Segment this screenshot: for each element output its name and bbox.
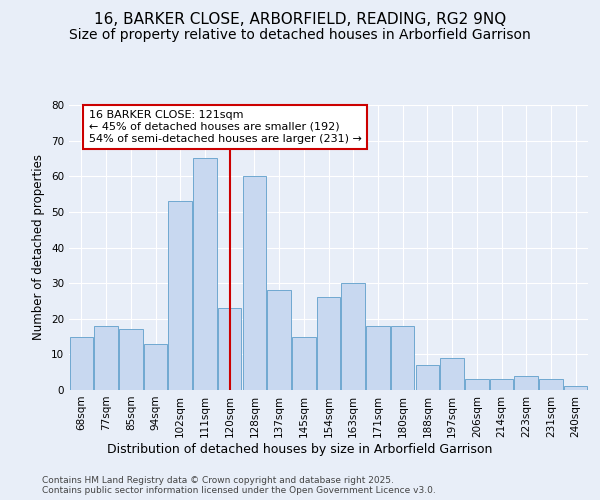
Bar	[465, 380, 488, 390]
Text: 16 BARKER CLOSE: 121sqm
← 45% of detached houses are smaller (192)
54% of semi-d: 16 BARKER CLOSE: 121sqm ← 45% of detache…	[89, 110, 362, 144]
Bar	[416, 365, 439, 390]
Text: Contains HM Land Registry data © Crown copyright and database right 2025.
Contai: Contains HM Land Registry data © Crown c…	[42, 476, 436, 495]
Text: Distribution of detached houses by size in Arborfield Garrison: Distribution of detached houses by size …	[107, 442, 493, 456]
Text: Size of property relative to detached houses in Arborfield Garrison: Size of property relative to detached ho…	[69, 28, 531, 42]
Y-axis label: Number of detached properties: Number of detached properties	[32, 154, 46, 340]
Bar	[341, 283, 365, 390]
Bar	[70, 336, 93, 390]
Bar	[539, 380, 563, 390]
Text: 16, BARKER CLOSE, ARBORFIELD, READING, RG2 9NQ: 16, BARKER CLOSE, ARBORFIELD, READING, R…	[94, 12, 506, 28]
Bar	[490, 380, 513, 390]
Bar	[366, 326, 389, 390]
Bar	[514, 376, 538, 390]
Bar	[119, 330, 143, 390]
Bar	[268, 290, 291, 390]
Bar	[391, 326, 415, 390]
Bar	[440, 358, 464, 390]
Bar	[169, 201, 192, 390]
Bar	[242, 176, 266, 390]
Bar	[564, 386, 587, 390]
Bar	[218, 308, 241, 390]
Bar	[144, 344, 167, 390]
Bar	[317, 298, 340, 390]
Bar	[94, 326, 118, 390]
Bar	[193, 158, 217, 390]
Bar	[292, 336, 316, 390]
